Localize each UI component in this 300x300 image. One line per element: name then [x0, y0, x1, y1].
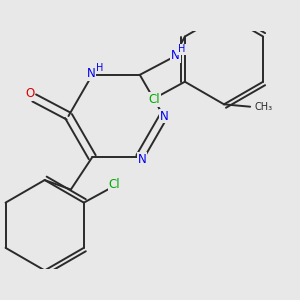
Text: N: N [160, 110, 169, 122]
Text: H: H [178, 44, 185, 54]
Text: CH₃: CH₃ [255, 102, 273, 112]
Text: Cl: Cl [109, 178, 120, 191]
Text: Cl: Cl [148, 93, 160, 106]
Text: N: N [171, 49, 180, 62]
Text: H: H [96, 63, 103, 73]
Text: N: N [138, 153, 146, 166]
Text: O: O [25, 88, 34, 100]
Text: N: N [87, 67, 95, 80]
